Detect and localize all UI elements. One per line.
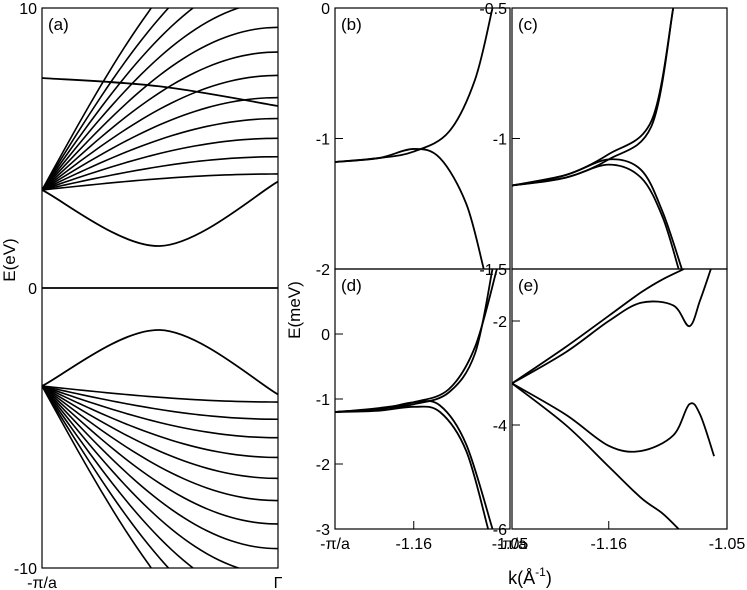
band-line-a-lower-11 — [42, 385, 170, 568]
y-tick-label: -10 — [14, 561, 37, 578]
x-tick-label: -π/a — [27, 575, 57, 590]
band-line-a-upper-8 — [42, 26, 278, 191]
plot-frame — [511, 268, 728, 530]
band-line-a-upper-7 — [42, 51, 278, 191]
series-group — [335, 8, 494, 269]
band-line-a-upper-5 — [42, 96, 278, 191]
y-tick-label: 0 — [28, 281, 37, 298]
panel-label: (c) — [518, 15, 538, 34]
panel-label: (d) — [341, 276, 362, 295]
x-tick-label: -1.05 — [709, 536, 746, 553]
ylabel-right: E(meV) — [285, 281, 304, 339]
panel-a: 10 0 -10-π/a Γ (a) — [14, 1, 283, 590]
y-tick-label: -3 — [316, 522, 330, 539]
band-line-a-lower-12 — [42, 385, 153, 568]
x-tick-label: Γ — [274, 575, 283, 590]
x-tick-label: -1.05 — [492, 536, 529, 553]
y-tick-label: -2 — [493, 314, 507, 331]
series-line-4 — [42, 329, 278, 396]
series-line-2 — [335, 269, 498, 413]
panel-c: -0.5 -1 -1.5 (c) — [479, 1, 728, 279]
band-line-a-upper-1 — [42, 173, 278, 191]
series-line-3 — [512, 382, 715, 457]
x-tick-label: -π/a — [320, 536, 350, 553]
series-line-4 — [335, 400, 494, 529]
band-line-a-upper-6 — [42, 74, 278, 191]
ylabel-left: E(eV) — [0, 238, 19, 281]
series-line-4 — [512, 382, 680, 529]
y-tick-label: 10 — [19, 1, 37, 18]
series-line-2 — [335, 148, 485, 269]
band-line-a-lower-9 — [42, 385, 242, 568]
band-line-a-upper-10 — [42, 8, 195, 191]
band-line-a-lower-4 — [42, 385, 278, 459]
x-tick-label: -1.16 — [591, 536, 628, 553]
panels: 100-10-π/a Γ(a)0-1-2(b)-0.5-1-1.5(c)0-1-2… — [14, 1, 746, 590]
band-line-a-lower-6 — [42, 385, 278, 502]
panel-e: -2 -4 -6-π/a -1.16 -1.05 (e) — [493, 268, 746, 553]
y-tick-label: -6 — [493, 522, 507, 539]
y-tick-label: -0.5 — [479, 1, 507, 18]
series-group — [335, 269, 498, 529]
band-line-a-lower-1 — [42, 385, 278, 403]
xlabel-bottom: k(Å-1) — [508, 565, 552, 588]
band-line-a-upper-4 — [42, 117, 278, 191]
panel-b: 0 -1 -2 (b) — [316, 1, 511, 279]
plot-frame — [511, 7, 728, 270]
band-line-a-upper-2 — [42, 155, 278, 191]
band-line-a-lower-5 — [42, 385, 278, 480]
band-line-a-lower-7 — [42, 385, 278, 525]
y-tick-label: -1 — [316, 392, 330, 409]
panel-label: (e) — [518, 276, 539, 295]
y-tick-label: -4 — [493, 418, 507, 435]
xlabel-superscript: -1 — [535, 565, 546, 579]
band-line-a-upper-9 — [42, 8, 242, 191]
xlabel-main: k(Å — [508, 568, 535, 588]
series-line-2 — [512, 269, 712, 385]
y-tick-label: 0 — [321, 327, 330, 344]
series-line-2 — [512, 8, 675, 187]
series-line-3 — [512, 163, 680, 269]
band-line-a-upper-12 — [42, 8, 153, 191]
band-line-a-lower-8 — [42, 385, 278, 550]
band-line-a-lower-2 — [42, 385, 278, 421]
series-line-2 — [42, 180, 278, 247]
series-line-1 — [512, 8, 675, 187]
band-line-a-upper-3 — [42, 137, 278, 191]
series-line-3 — [335, 405, 489, 529]
panel-label: (a) — [48, 15, 69, 34]
y-tick-label: -2 — [316, 457, 330, 474]
series-line-1 — [512, 269, 685, 385]
panel-d: 0-1-2-3-π/a -1.16 -1.05(d) — [316, 268, 529, 553]
x-tick-label: -1.16 — [396, 536, 433, 553]
y-tick-label: -1 — [316, 132, 330, 149]
series-line-4 — [512, 158, 683, 269]
panel-label: (b) — [341, 15, 362, 34]
band-line-a-lower-10 — [42, 385, 195, 568]
y-tick-label: -2 — [316, 262, 330, 279]
band-line-a-lower-3 — [42, 385, 278, 439]
band-line-a-upper-11 — [42, 8, 170, 191]
y-tick-label: 0 — [321, 1, 330, 18]
y-tick-label: -1.5 — [479, 262, 507, 279]
series-group — [512, 8, 683, 269]
y-tick-label: -1 — [493, 132, 507, 149]
plot-frame — [334, 268, 511, 530]
xlabel-close: ) — [546, 568, 552, 588]
x-tick-label: -π/a — [497, 536, 527, 553]
series-group — [42, 8, 278, 568]
series-line-1 — [42, 77, 278, 107]
series-group — [512, 269, 715, 529]
